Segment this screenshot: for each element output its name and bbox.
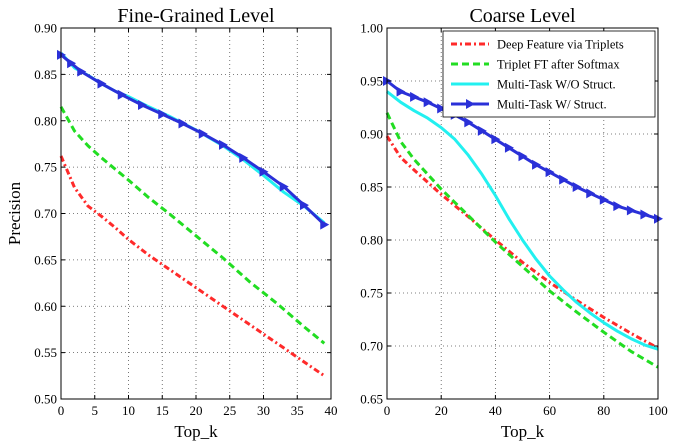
series-marker	[545, 167, 555, 178]
y-tick-label: 0.95	[360, 74, 383, 89]
plot-frame	[386, 27, 659, 400]
series-marker	[158, 109, 168, 120]
series-marker	[477, 125, 487, 136]
series-marker	[77, 66, 87, 77]
x-tick-label: 40	[489, 403, 502, 418]
legend-marker	[466, 99, 475, 109]
series-line-2	[385, 112, 659, 369]
x-tick-label: 15	[156, 403, 169, 418]
x-tick-label: 0	[58, 403, 65, 418]
series-line-3	[59, 51, 326, 224]
legend-label: Triplet FT after Softmax	[497, 58, 620, 72]
y-tick-label: 0.65	[360, 392, 383, 407]
x-tick-label: 80	[597, 403, 610, 418]
panel-1: 0 5 10 15 20 25 30 35 40 0.50 0.55 0.60 0.65 0.70 0.75…	[5, 5, 338, 441]
series-marker	[437, 103, 447, 114]
series-marker	[410, 91, 420, 102]
series-marker	[599, 194, 609, 205]
y-tick-label: 0.60	[34, 299, 57, 314]
y-tick-label: 0.65	[34, 252, 57, 267]
series-marker	[518, 151, 528, 162]
series-marker	[97, 78, 107, 89]
y-tick-label: 0.55	[34, 345, 57, 360]
chart-title: Coarse Level	[469, 5, 576, 27]
series-marker	[504, 142, 514, 153]
y-tick-label: 0.80	[360, 233, 383, 248]
series-marker	[613, 201, 623, 212]
x-tick-label: 100	[648, 403, 668, 418]
x-tick-label: 0	[384, 403, 391, 418]
legend-label: Multi-Task W/ Struct.	[497, 98, 607, 112]
series-marker	[219, 139, 228, 150]
legend: Deep Feature via Triplets Triplet FT afte…	[442, 30, 656, 118]
y-tick-label: 0.80	[34, 113, 57, 128]
series-marker	[67, 58, 77, 69]
y-tick-label: 0.90	[360, 127, 383, 142]
x-tick-label: 20	[435, 403, 448, 418]
x-tick-label: 35	[291, 403, 304, 418]
y-tick-label: 0.85	[34, 67, 57, 82]
series-marker	[586, 188, 596, 199]
x-tick-label: 60	[543, 403, 556, 418]
series-marker	[259, 166, 269, 177]
series-marker	[423, 97, 433, 108]
x-tick-label: 30	[257, 403, 270, 418]
y-tick-label: 0.70	[34, 206, 57, 221]
x-axis-label: Top_k	[501, 422, 545, 441]
x-tick-label: 25	[223, 403, 236, 418]
series-marker	[559, 174, 569, 185]
series-marker	[138, 99, 147, 110]
chart-title: Fine-Grained Level	[117, 5, 275, 27]
y-axis-label: Precision	[5, 181, 24, 245]
y-tick-label: 0.70	[360, 339, 383, 354]
series-marker	[532, 159, 542, 170]
legend-label: Deep Feature via Triplets	[497, 38, 624, 52]
series-marker	[239, 152, 249, 163]
y-tick-label: 0.75	[34, 160, 57, 175]
y-tick-label: 0.90	[34, 21, 57, 36]
series-line-1	[385, 135, 659, 350]
y-tick-label: 0.50	[34, 392, 57, 407]
series-line-3	[386, 90, 659, 351]
series-marker	[117, 89, 127, 100]
series-marker	[640, 209, 650, 220]
x-axis-label: Top_k	[174, 422, 218, 441]
y-tick-label: 0.85	[360, 180, 383, 195]
x-tick-label: 10	[122, 403, 135, 418]
series-marker	[491, 134, 501, 145]
y-tick-label: 0.75	[360, 286, 383, 301]
x-tick-label: 20	[190, 403, 203, 418]
series-marker	[320, 219, 330, 230]
panel-2: 0 20 40 60 80 100 0.65 0.70 0.75 0.80 0.85 0.90 0.95…	[360, 5, 668, 441]
series-marker	[279, 181, 289, 192]
series-line-2	[59, 106, 326, 345]
legend-label: Multi-Task W/O Struct.	[497, 78, 616, 92]
series-line-1	[59, 155, 326, 378]
series-marker	[178, 118, 188, 129]
series-marker	[300, 200, 309, 211]
series-marker	[626, 205, 636, 216]
series-marker	[198, 128, 208, 139]
x-tick-label: 5	[92, 403, 99, 418]
series-marker	[572, 182, 582, 192]
series-marker	[396, 86, 406, 97]
x-tick-label: 40	[325, 403, 338, 418]
y-tick-label: 1.00	[360, 21, 383, 36]
series-marker	[464, 117, 474, 128]
